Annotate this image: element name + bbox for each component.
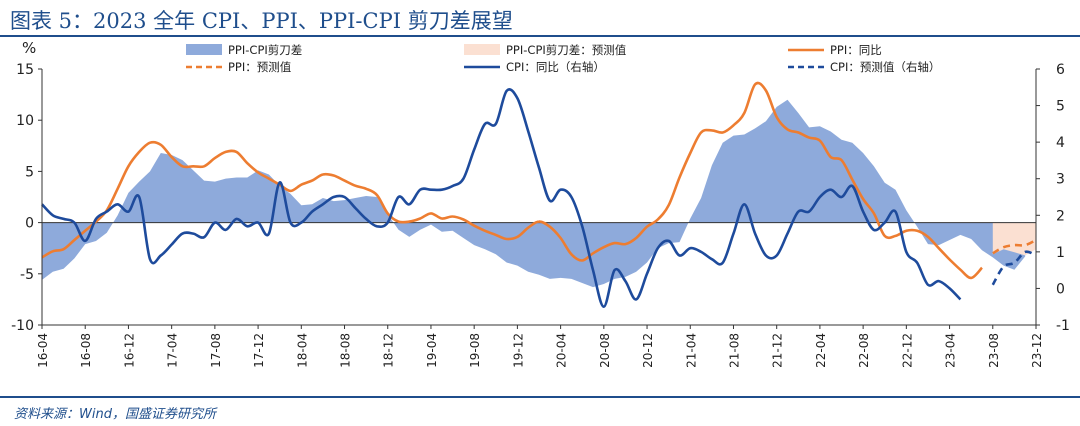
x-tick-label: 19-08 bbox=[468, 333, 482, 368]
x-tick-label: 20-12 bbox=[641, 333, 655, 368]
right-tick-label: 2 bbox=[1056, 208, 1065, 224]
x-tick-label: 16-12 bbox=[122, 333, 136, 368]
x-tick-label: 22-08 bbox=[857, 333, 871, 368]
legend-item: PPI：同比 bbox=[788, 43, 882, 57]
x-tick-label: 18-08 bbox=[339, 333, 353, 368]
left-tick-label: -10 bbox=[11, 318, 34, 334]
legend: PPI-CPI剪刀差 PPI-CPI剪刀差：预测值 PPI：同比 PPI：预测值 CPI… bbox=[186, 43, 940, 74]
x-tick-label: 17-12 bbox=[252, 333, 266, 368]
x-tick-label: 18-04 bbox=[295, 333, 309, 368]
right-tick-label: 0 bbox=[1056, 281, 1065, 297]
right-tick-label: -1 bbox=[1056, 318, 1070, 334]
x-tick-label: 19-04 bbox=[425, 333, 439, 368]
legend-item: PPI：预测值 bbox=[186, 60, 292, 74]
left-tick-label: 15 bbox=[16, 62, 34, 78]
legend-label: CPI：同比（右轴） bbox=[506, 60, 605, 74]
right-tick-label: 6 bbox=[1056, 62, 1065, 78]
legend-label: PPI：预测值 bbox=[228, 60, 292, 74]
x-tick-label: 21-04 bbox=[684, 333, 698, 368]
chart: PPI-CPI剪刀差 PPI-CPI剪刀差：预测值 PPI：同比 PPI：预测值 CPI… bbox=[11, 39, 1070, 368]
x-tick-label: 22-04 bbox=[814, 333, 828, 368]
x-tick-label: 17-08 bbox=[209, 333, 223, 368]
right-tick-label: 5 bbox=[1056, 99, 1065, 115]
spread-area bbox=[42, 99, 1026, 288]
legend-item: PPI-CPI剪刀差 bbox=[186, 43, 302, 57]
legend-item: CPI：预测值（右轴） bbox=[788, 60, 940, 74]
ppi-forecast-line bbox=[992, 238, 1037, 255]
x-tick-label: 20-04 bbox=[555, 333, 569, 368]
right-tick-label: 4 bbox=[1056, 135, 1065, 151]
legend-label: PPI：同比 bbox=[830, 43, 882, 57]
right-tick-label: 1 bbox=[1056, 245, 1065, 261]
x-tick-label: 20-08 bbox=[598, 333, 612, 368]
x-tick-label: 21-08 bbox=[727, 333, 741, 368]
page-title: 图表 5：2023 全年 CPI、PPI、PPI-CPI 剪刀差展望 bbox=[10, 9, 513, 33]
legend-label: CPI：预测值（右轴） bbox=[830, 60, 940, 74]
ppi-line bbox=[41, 81, 983, 280]
left-axis-unit: % bbox=[22, 39, 36, 57]
left-tick-label: 10 bbox=[16, 113, 34, 129]
x-tick-label: 23-04 bbox=[944, 333, 958, 368]
footer-divider bbox=[0, 396, 1080, 398]
cpi-forecast-line bbox=[991, 250, 1037, 286]
source-note: 资料来源：Wind，国盛证券研究所 bbox=[14, 407, 216, 422]
legend-label: PPI-CPI剪刀差 bbox=[228, 43, 302, 57]
x-tick-label: 17-04 bbox=[166, 333, 180, 368]
x-tick-label: 21-12 bbox=[771, 333, 785, 368]
x-tick-label: 22-12 bbox=[900, 333, 914, 368]
legend-swatch bbox=[464, 44, 500, 55]
x-tick-label: 16-04 bbox=[36, 333, 50, 368]
left-tick-label: -5 bbox=[20, 267, 34, 283]
left-tick-label: 5 bbox=[25, 164, 34, 180]
legend-swatch bbox=[186, 44, 222, 55]
right-tick-label: 3 bbox=[1056, 172, 1065, 188]
x-tick-label: 23-12 bbox=[1030, 333, 1044, 368]
left-tick-label: 0 bbox=[25, 216, 34, 232]
x-tick-label: 16-08 bbox=[79, 333, 93, 368]
legend-item: CPI：同比（右轴） bbox=[464, 60, 605, 74]
x-tick-label: 18-12 bbox=[382, 333, 396, 368]
legend-item: PPI-CPI剪刀差：预测值 bbox=[464, 43, 627, 57]
x-tick-label: 19-12 bbox=[511, 333, 525, 368]
legend-label: PPI-CPI剪刀差：预测值 bbox=[506, 43, 627, 57]
x-tick-label: 23-08 bbox=[987, 333, 1001, 368]
title-divider bbox=[0, 35, 1080, 37]
cpi-line bbox=[41, 88, 962, 308]
